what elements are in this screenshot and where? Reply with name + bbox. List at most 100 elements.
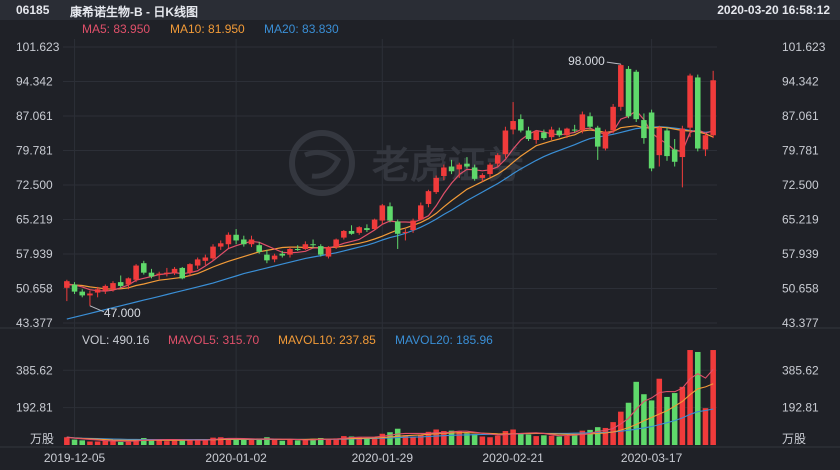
volume-bar	[564, 435, 570, 445]
price-tick-right: 65.219	[782, 213, 819, 227]
volume-bar	[94, 441, 101, 445]
volume-bar	[487, 437, 493, 445]
candle-body	[156, 273, 162, 275]
candle-body	[671, 149, 678, 162]
volume-bar	[694, 351, 701, 445]
candle-body	[194, 259, 201, 266]
volume-bar	[641, 394, 647, 445]
volume-bar	[310, 438, 316, 445]
volume-bar	[548, 435, 555, 445]
volume-bar	[217, 437, 224, 445]
candle	[694, 74, 701, 152]
candle	[264, 249, 270, 264]
candle-body	[294, 248, 301, 250]
price-tick-right: 72.500	[782, 178, 819, 192]
candle	[271, 253, 278, 263]
volume-bar	[379, 433, 386, 445]
volume-bar	[110, 441, 116, 445]
high-marker-line	[606, 61, 621, 65]
candle-body	[564, 128, 570, 136]
candle	[287, 247, 293, 258]
candle	[94, 286, 101, 298]
candle	[141, 260, 147, 275]
candle-body	[548, 129, 555, 138]
volume-bar	[164, 441, 170, 445]
price-tick-left: 50.658	[16, 281, 53, 295]
volume-bar	[418, 434, 424, 445]
volume-bar	[210, 437, 216, 445]
candle	[525, 126, 532, 141]
candle-body	[117, 282, 124, 286]
volume-bar	[294, 440, 301, 445]
volume-bar	[241, 439, 247, 445]
candle-body	[618, 65, 624, 107]
candle-body	[410, 220, 416, 231]
candle	[148, 268, 155, 279]
candle-body	[364, 228, 370, 231]
candle	[364, 224, 370, 232]
candle-body	[279, 253, 286, 256]
candle	[641, 113, 647, 144]
volume-bar	[356, 437, 362, 445]
candle	[317, 244, 324, 257]
candle	[587, 112, 593, 129]
price-tick-right: 50.658	[782, 281, 819, 295]
candle	[379, 203, 386, 225]
candle	[664, 127, 670, 161]
candle	[110, 281, 116, 292]
volume-bar	[233, 439, 239, 445]
candle	[610, 103, 616, 134]
candle	[87, 290, 93, 306]
candle	[241, 235, 247, 247]
volume-tick-left: 192.81	[16, 401, 53, 415]
candle-body	[94, 289, 101, 293]
candle-body	[441, 167, 447, 176]
volume-bar	[425, 431, 432, 445]
candle-body	[433, 177, 439, 193]
candle	[171, 266, 178, 276]
mavol10-legend: MAVOL10: 237.85	[278, 333, 376, 347]
candle	[556, 127, 563, 138]
candle-body	[225, 234, 232, 245]
candle-body	[325, 247, 332, 257]
mavol5-line	[66, 369, 714, 442]
volume-bar	[79, 440, 86, 445]
volume-bar	[248, 439, 255, 445]
volume-bar	[687, 350, 693, 445]
date-tick: 2020-02-21	[482, 451, 544, 465]
candle-body	[248, 239, 255, 245]
mavol20-legend: MAVOL20: 185.96	[395, 333, 493, 347]
volume-bar	[671, 393, 678, 445]
price-tick-right: 101.623	[782, 40, 826, 54]
grid-layer	[0, 39, 840, 448]
price-legend: MA5: 83.950 MA10: 81.950 MA20: 83.830	[0, 22, 840, 38]
stock-code: 06185	[16, 3, 50, 17]
volume-bar	[171, 440, 178, 445]
candle	[125, 277, 132, 290]
header-bar: 06185 康希诺生物-B - 日K线图 2020-03-20 16:58:12	[0, 0, 840, 20]
volume-bar	[148, 439, 155, 445]
candle	[402, 229, 409, 241]
candle-body	[87, 293, 93, 296]
candle	[710, 70, 716, 139]
volume-bar	[518, 432, 524, 445]
candle	[702, 132, 709, 157]
volume-bar	[271, 439, 278, 445]
candle	[164, 267, 170, 277]
date-tick: 2020-03-17	[621, 451, 683, 465]
candle-body	[641, 120, 647, 139]
candle-body	[587, 116, 593, 127]
candle-body	[210, 246, 216, 259]
candle-body	[479, 175, 486, 178]
volume-bar	[202, 439, 209, 445]
candle-body	[264, 254, 270, 261]
candle-body	[494, 155, 501, 164]
candle-body	[133, 265, 139, 280]
candle	[464, 157, 470, 169]
volume-bar	[533, 436, 539, 445]
candle-body	[233, 234, 239, 241]
low-label: 47.000	[104, 306, 141, 320]
price-tick-right: 57.939	[782, 247, 819, 261]
candle-body	[487, 164, 493, 175]
candle-body	[448, 166, 455, 172]
